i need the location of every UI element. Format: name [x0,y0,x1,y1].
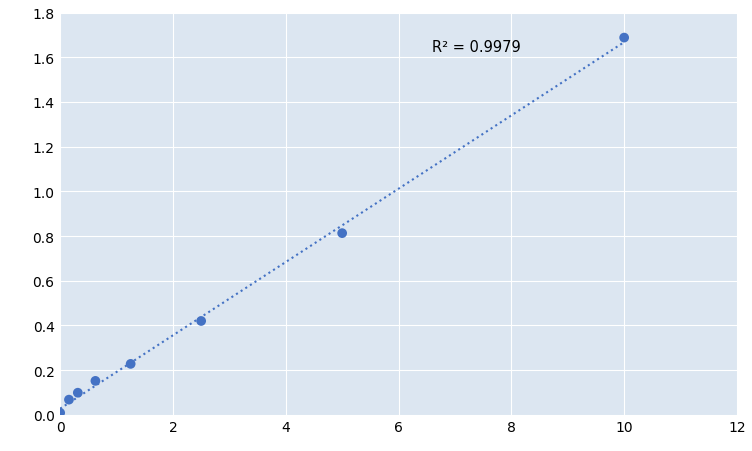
Point [336,230,348,237]
Point [618,35,630,42]
Point [54,410,66,417]
Point [125,360,137,368]
Point [63,396,75,403]
Point [89,377,102,385]
Point [71,389,83,396]
Point [196,318,208,325]
Text: R² = 0.9979: R² = 0.9979 [432,40,521,55]
